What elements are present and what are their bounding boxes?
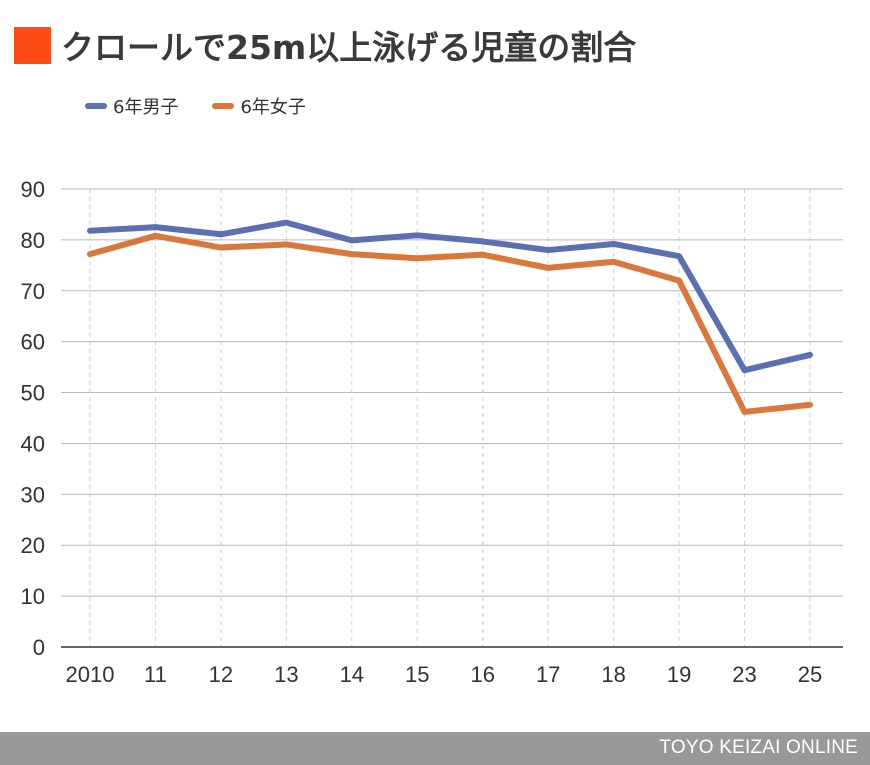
- chart-title-text: クロールで25m以上泳げる児童の割合: [61, 28, 637, 67]
- x-tick-label: 23: [732, 662, 756, 687]
- x-tick-label: 25: [798, 662, 822, 687]
- y-tick-label: 70: [21, 279, 45, 304]
- y-tick-label: 80: [21, 228, 45, 253]
- x-tick-label: 2010: [66, 662, 115, 687]
- y-tick-label: 0: [33, 635, 45, 660]
- y-tick-label: 90: [21, 177, 45, 202]
- title-marker: [14, 26, 51, 64]
- y-tick-label: 40: [21, 431, 45, 456]
- x-tick-label: 19: [667, 662, 691, 687]
- y-tick-label: 60: [21, 330, 45, 355]
- legend-label-girls: 6年女子: [240, 97, 306, 118]
- y-tick-label: 10: [21, 584, 45, 609]
- legend-item-boys: 6年男子: [85, 93, 178, 119]
- x-tick-label: 17: [536, 662, 560, 687]
- x-tick-label: 12: [209, 662, 233, 687]
- legend-swatch-boys: [85, 103, 107, 109]
- footer-credit: TOYO KEIZAI ONLINE: [659, 737, 858, 758]
- series-line-girls: [87, 232, 813, 415]
- y-tick-label: 20: [21, 533, 45, 558]
- footer-bar: TOYO KEIZAI ONLINE: [0, 732, 870, 765]
- legend-item-girls: 6年女子: [212, 93, 306, 119]
- x-tick-label: 16: [470, 662, 494, 687]
- x-tick-label: 11: [144, 662, 167, 687]
- series-line-boys: [87, 219, 813, 374]
- x-tick-label: 13: [274, 662, 298, 687]
- legend-label-boys: 6年男子: [113, 97, 179, 118]
- legend-swatch-girls: [212, 103, 235, 109]
- x-tick-label: 14: [340, 662, 364, 687]
- x-tick-label: 18: [601, 662, 625, 687]
- y-tick-label: 30: [21, 482, 45, 507]
- x-tick-label: 15: [405, 662, 429, 687]
- chart-title: クロールで25m以上泳げる児童の割合: [14, 25, 636, 67]
- y-tick-label: 50: [21, 381, 45, 406]
- line-chart: 0 10 20 30 40 50 60 70 80 90 2010 11 12 13 14 15 16 17 18 1…: [21, 177, 843, 687]
- legend: 6年男子 6年女子: [85, 93, 340, 119]
